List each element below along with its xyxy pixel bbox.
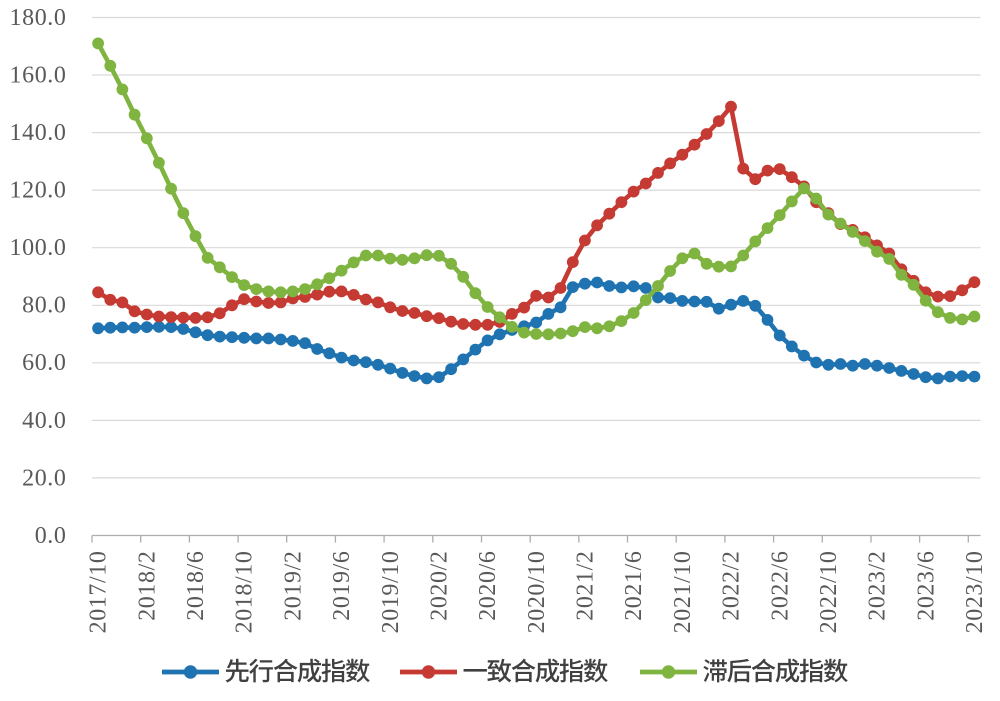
- svg-text:160.0: 160.0: [10, 62, 67, 88]
- svg-text:2018/10: 2018/10: [232, 551, 258, 634]
- svg-text:120.0: 120.0: [10, 178, 67, 204]
- svg-text:2018/6: 2018/6: [183, 551, 209, 621]
- svg-text:2019/2: 2019/2: [280, 551, 306, 621]
- svg-text:40.0: 40.0: [22, 408, 66, 434]
- svg-text:2022/2: 2022/2: [719, 551, 745, 621]
- svg-text:2020/2: 2020/2: [427, 551, 453, 621]
- svg-text:2019/6: 2019/6: [329, 551, 355, 621]
- svg-text:2023/6: 2023/6: [913, 551, 939, 621]
- svg-text:2021/6: 2021/6: [621, 551, 647, 621]
- svg-text:2019/10: 2019/10: [378, 551, 404, 634]
- svg-text:2023/10: 2023/10: [962, 551, 988, 634]
- svg-text:2020/6: 2020/6: [475, 551, 501, 621]
- svg-text:2021/10: 2021/10: [670, 551, 696, 634]
- svg-text:140.0: 140.0: [10, 120, 67, 146]
- svg-text:2022/6: 2022/6: [767, 551, 793, 621]
- svg-text:100.0: 100.0: [10, 235, 67, 261]
- svg-text:60.0: 60.0: [22, 350, 66, 376]
- svg-text:2023/2: 2023/2: [865, 551, 891, 621]
- svg-text:80.0: 80.0: [22, 293, 66, 319]
- svg-text:2021/2: 2021/2: [573, 551, 599, 621]
- svg-text:2022/10: 2022/10: [816, 551, 842, 634]
- svg-text:2017/10: 2017/10: [86, 551, 112, 634]
- svg-text:2020/10: 2020/10: [524, 551, 550, 634]
- svg-text:20.0: 20.0: [22, 465, 66, 491]
- svg-text:180.0: 180.0: [10, 5, 67, 31]
- svg-text:2018/2: 2018/2: [134, 551, 160, 621]
- svg-text:0.0: 0.0: [35, 523, 67, 549]
